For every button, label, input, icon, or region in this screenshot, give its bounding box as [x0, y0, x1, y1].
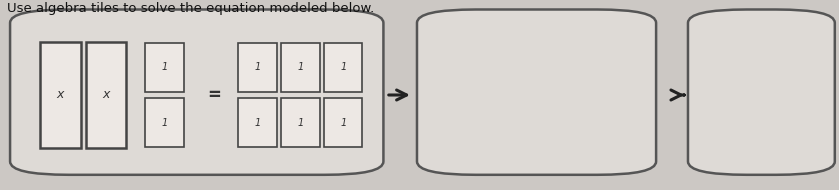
Text: Use algebra tiles to solve the equation modeled below.: Use algebra tiles to solve the equation … — [7, 2, 374, 15]
FancyBboxPatch shape — [86, 42, 126, 148]
Text: 1: 1 — [340, 118, 347, 127]
FancyBboxPatch shape — [281, 43, 320, 92]
FancyBboxPatch shape — [145, 98, 184, 147]
Text: 1: 1 — [297, 63, 304, 72]
FancyBboxPatch shape — [324, 43, 362, 92]
Text: =: = — [207, 86, 221, 104]
Text: 1: 1 — [254, 118, 261, 127]
FancyBboxPatch shape — [324, 98, 362, 147]
FancyBboxPatch shape — [145, 43, 184, 92]
Text: 1: 1 — [340, 63, 347, 72]
Text: x: x — [102, 89, 109, 101]
Text: 1: 1 — [161, 118, 168, 127]
FancyBboxPatch shape — [40, 42, 81, 148]
FancyBboxPatch shape — [238, 98, 277, 147]
Text: 1: 1 — [161, 63, 168, 72]
Text: x: x — [57, 89, 64, 101]
FancyBboxPatch shape — [10, 10, 383, 175]
FancyBboxPatch shape — [417, 10, 656, 175]
FancyBboxPatch shape — [238, 43, 277, 92]
FancyBboxPatch shape — [688, 10, 835, 175]
FancyBboxPatch shape — [281, 98, 320, 147]
Text: 1: 1 — [254, 63, 261, 72]
Text: 1: 1 — [297, 118, 304, 127]
